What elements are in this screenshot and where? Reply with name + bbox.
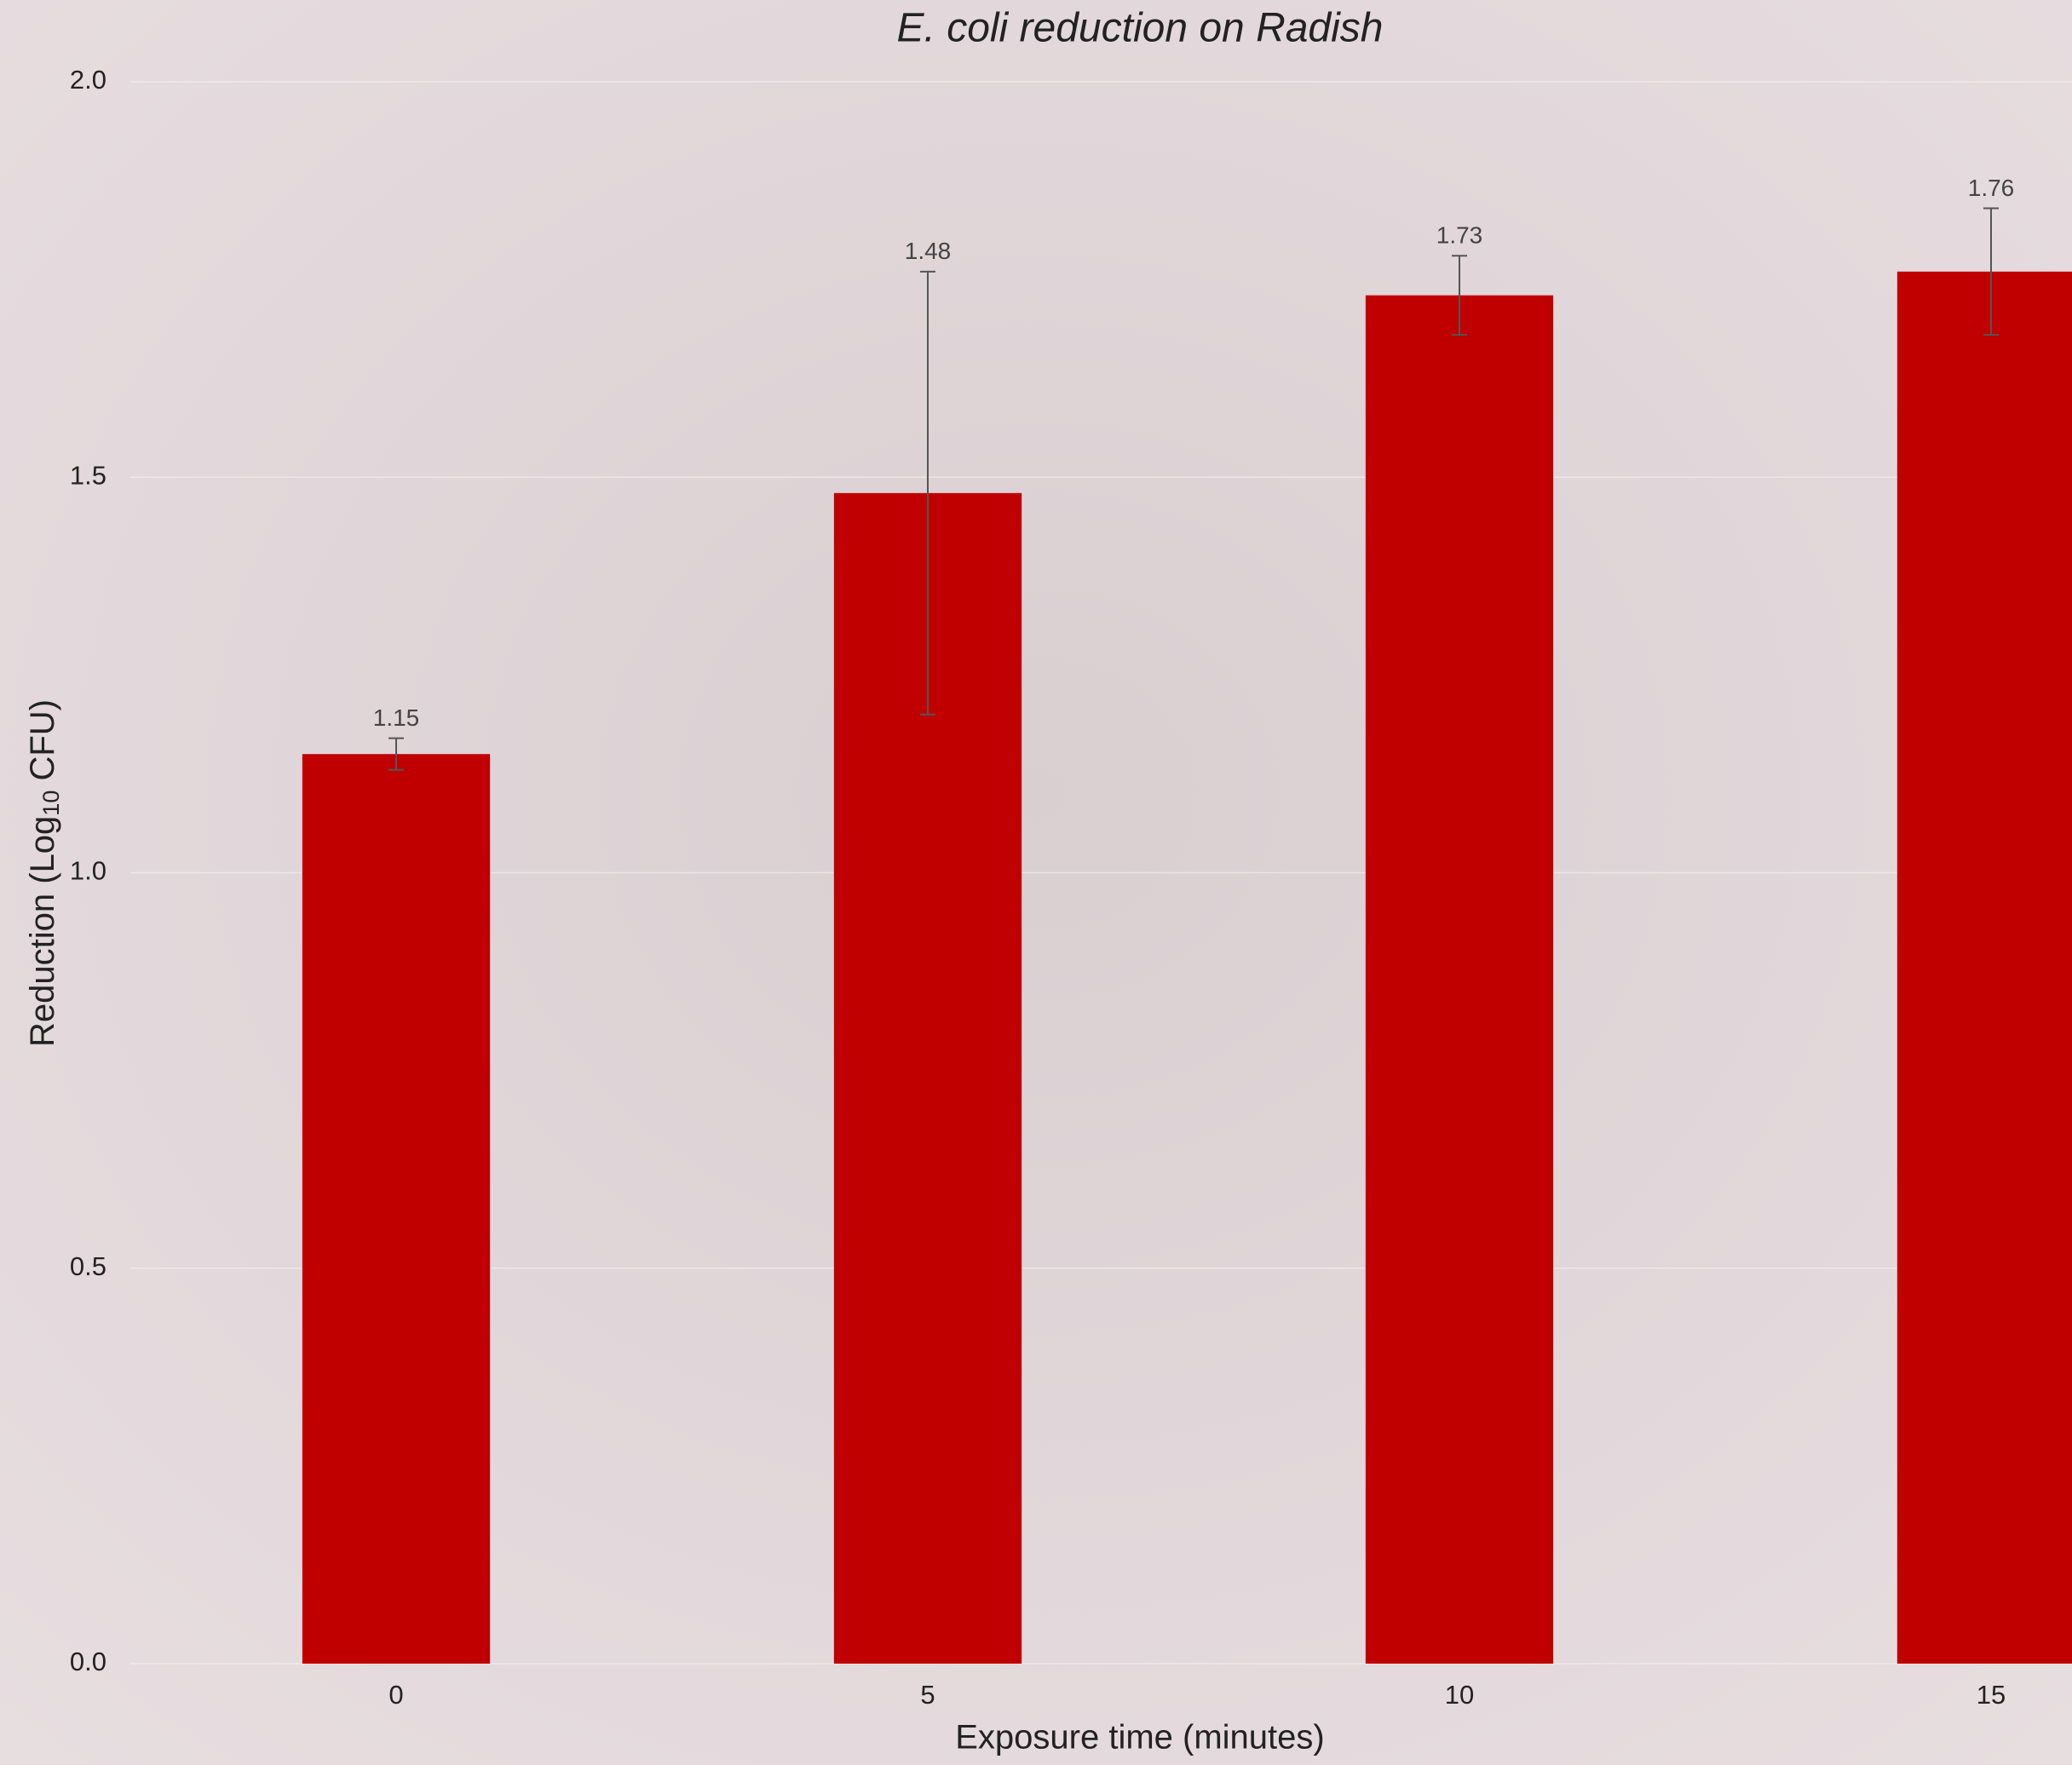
bar — [1365, 295, 1554, 1664]
value-label: 1.76 — [1968, 175, 2015, 201]
chart-title: E. coli reduction on Radish — [897, 6, 1384, 51]
x-tick-label: 5 — [920, 1680, 935, 1710]
y-axis-title: Reduction (Log10 CFU) — [24, 699, 65, 1047]
y-tick-label: 1.0 — [70, 856, 106, 886]
y-axis-title-part: CFU) — [24, 699, 61, 791]
y-tick-label: 0.0 — [70, 1647, 106, 1676]
x-axis-title: Exposure time (minutes) — [955, 1719, 1324, 1756]
y-tick-label: 2.0 — [70, 65, 106, 95]
y-tick-label: 1.5 — [70, 460, 106, 490]
value-label: 1.73 — [1436, 222, 1483, 249]
x-tick-label: 10 — [1445, 1680, 1474, 1710]
y-tick-label: 0.5 — [70, 1251, 106, 1281]
y-axis-title-part: Reduction (Log — [24, 816, 61, 1047]
x-tick-label: 15 — [1977, 1680, 2006, 1710]
value-label: 1.15 — [373, 704, 420, 731]
x-tick-label: 0 — [388, 1680, 403, 1710]
value-label: 1.48 — [905, 238, 952, 264]
bar — [302, 754, 491, 1664]
bar — [1896, 271, 2072, 1664]
y-axis-title-subscript: 10 — [38, 791, 64, 816]
